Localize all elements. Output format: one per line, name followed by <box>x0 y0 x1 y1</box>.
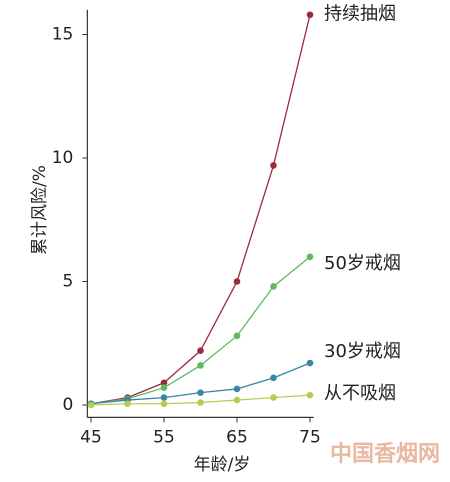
series-label: 从不吸烟 <box>324 383 396 404</box>
data-point <box>197 389 204 396</box>
data-point <box>233 278 241 285</box>
data-point <box>124 400 131 408</box>
y-tick-label: 0 <box>63 395 74 415</box>
data-point <box>233 396 241 404</box>
x-tick-label: 55 <box>153 427 175 447</box>
data-point <box>306 253 314 261</box>
data-point <box>306 359 314 367</box>
data-point <box>197 347 204 354</box>
x-axis-label: 年龄/岁 <box>194 455 251 475</box>
data-point <box>233 332 241 340</box>
y-tick-label: 5 <box>63 272 74 292</box>
data-point <box>270 283 277 290</box>
data-point <box>270 374 277 382</box>
series-label: 30岁戒烟 <box>324 341 401 362</box>
y-tick-label: 15 <box>52 25 74 45</box>
data-point <box>270 394 277 401</box>
data-point <box>160 394 168 401</box>
y-axis-label: 累计风险/% <box>30 165 50 255</box>
data-point <box>87 401 95 409</box>
data-point <box>306 391 314 399</box>
y-tick-label: 10 <box>52 148 74 168</box>
data-point <box>197 399 204 406</box>
series-line <box>90 256 311 405</box>
data-point <box>197 362 204 369</box>
watermark: 中国香烟网 <box>330 442 440 467</box>
data-point <box>233 385 241 393</box>
data-point <box>306 11 314 19</box>
series-label: 持续抽烟 <box>324 4 396 25</box>
data-point <box>160 384 168 392</box>
data-point <box>160 379 168 387</box>
x-tick-label: 45 <box>80 427 102 447</box>
x-tick-label: 75 <box>299 427 321 447</box>
x-tick-label: 65 <box>226 427 248 447</box>
data-point <box>160 400 168 408</box>
series-line <box>90 14 311 405</box>
data-point <box>270 162 277 169</box>
series-label: 50岁戒烟 <box>324 253 401 274</box>
